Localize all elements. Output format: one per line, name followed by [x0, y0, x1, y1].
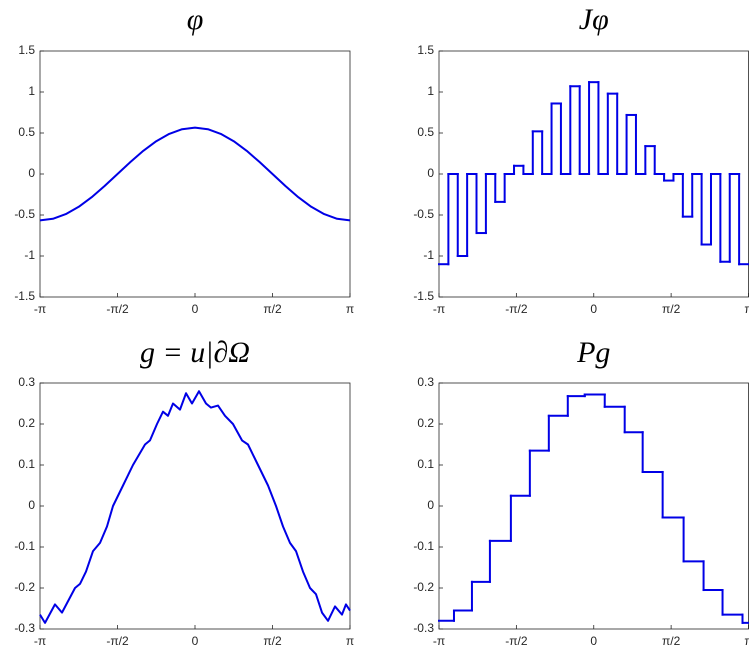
y-tick-label: -0.1 — [14, 539, 35, 553]
y-tick-label: -1.5 — [413, 289, 434, 303]
y-tick-label: 0.3 — [18, 375, 35, 389]
x-tick-label: -π/2 — [505, 302, 528, 316]
x-tick-label: -π — [34, 302, 46, 316]
x-tick-label: -π — [433, 634, 445, 648]
y-tick-label: 0 — [427, 166, 434, 180]
x-tick-label: 0 — [590, 302, 597, 316]
subplot: Pg -0.3 -0.2 -0.1 0 0.1 0.2 0.3 -π -π/2 0 π/2 π — [413, 336, 749, 648]
y-tick-label: -1 — [423, 248, 434, 262]
chart-title: Jφ — [579, 3, 609, 36]
y-tick-label: 1 — [427, 84, 434, 98]
y-tick-label: -0.3 — [413, 621, 434, 635]
axes-box — [39, 50, 351, 298]
subplot: g = u|∂Ω -0.3 -0.2 -0.1 0 0.1 0.2 0.3 -π -π/2 0 π/2… — [14, 336, 354, 648]
y-tick-label: 0.5 — [417, 125, 434, 139]
x-tick-label: -π/2 — [106, 302, 129, 316]
chart-title: φ — [187, 3, 204, 36]
x-tick-label: -π — [433, 302, 445, 316]
x-tick-label: π — [346, 634, 354, 648]
axes-box — [438, 382, 749, 630]
y-tick-label: 0.2 — [417, 416, 434, 430]
y-tick-label: -0.2 — [14, 580, 35, 594]
y-tick-label: 1.5 — [18, 43, 35, 57]
x-tick-label: 0 — [192, 634, 199, 648]
chart-title: g = u|∂Ω — [140, 336, 250, 369]
x-tick-label: -π/2 — [505, 634, 528, 648]
x-tick-label: -π/2 — [106, 634, 129, 648]
y-tick-label: 1.5 — [417, 43, 434, 57]
y-tick-label: -0.5 — [413, 207, 434, 221]
x-tick-label: π — [346, 302, 354, 316]
y-tick-label: 0.3 — [417, 375, 434, 389]
subplot: φ -1.5 -1 -0.5 0 0.5 1 1.5 -π -π/2 0 π/2 π — [14, 3, 354, 316]
x-tick-label: -π — [34, 634, 46, 648]
y-tick-label: 0.5 — [18, 125, 35, 139]
x-tick-label: 0 — [192, 302, 199, 316]
x-tick-label: π/2 — [263, 634, 282, 648]
y-tick-label: 0 — [28, 498, 35, 512]
chart-title: Pg — [576, 336, 610, 369]
y-tick-label: 0 — [28, 166, 35, 180]
y-tick-label: -0.5 — [14, 207, 35, 221]
x-tick-label: π/2 — [662, 302, 681, 316]
subplot: Jφ -1.5 -1 -0.5 0 0.5 1 1.5 -π -π/2 0 π/2 π — [413, 3, 749, 316]
y-tick-label: -0.2 — [413, 580, 434, 594]
y-tick-label: -0.3 — [14, 621, 35, 635]
data-line — [39, 126, 351, 222]
x-tick-label: π — [744, 302, 749, 316]
y-tick-label: 0.1 — [18, 457, 35, 471]
y-tick-label: 1 — [28, 84, 35, 98]
x-tick-label: 0 — [590, 634, 597, 648]
y-tick-label: 0.2 — [18, 416, 35, 430]
y-tick-label: -0.1 — [413, 539, 434, 553]
x-tick-label: π — [744, 634, 749, 648]
y-tick-label: 0.1 — [417, 457, 434, 471]
x-tick-label: π/2 — [662, 634, 681, 648]
data-line — [39, 390, 351, 624]
y-tick-label: 0 — [427, 498, 434, 512]
x-tick-label: π/2 — [263, 302, 282, 316]
axes-box — [39, 382, 351, 630]
y-tick-label: -1 — [24, 248, 35, 262]
y-tick-label: -1.5 — [14, 289, 35, 303]
